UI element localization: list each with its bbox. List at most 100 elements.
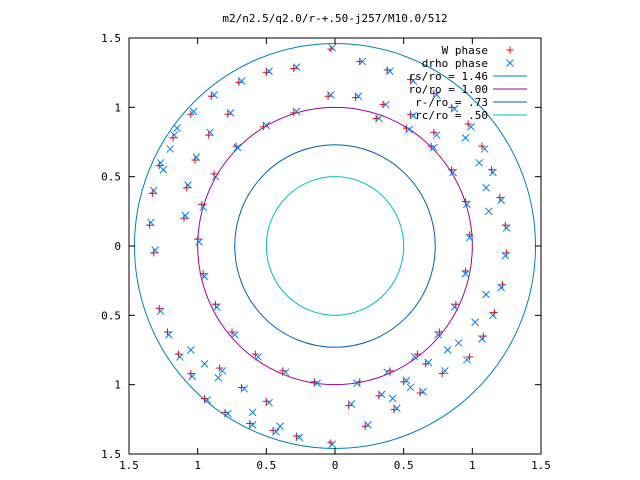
series-1-point (327, 90, 335, 99)
series-1-point (149, 186, 158, 195)
tick-layer: 1.5 1 0.5 0 0.5 1 1.51.510.500.511.5 (101, 32, 551, 472)
series-1-point (262, 121, 271, 130)
series-0-point (279, 367, 287, 375)
circle-1 (197, 106, 473, 386)
series-1-point (151, 246, 159, 255)
series-1-point (381, 100, 390, 109)
series-1-point (200, 272, 209, 281)
series-1-point (254, 353, 262, 361)
series-0-point (324, 92, 332, 100)
y-tick-label: 1 (114, 379, 121, 392)
series-0-point (488, 166, 496, 174)
series-0-point (361, 422, 369, 430)
series-1-point (248, 421, 257, 429)
series-1-point (354, 92, 363, 101)
series-1-point (358, 57, 367, 66)
series-0-point (174, 350, 182, 358)
series-1-point (292, 107, 301, 116)
series-1-point (353, 379, 361, 388)
series-1-point (186, 346, 195, 354)
series-0-point (262, 397, 270, 405)
series-1-point (482, 183, 490, 192)
series-0-point (310, 378, 318, 386)
series-1-point (218, 366, 227, 375)
series-1-point (443, 346, 452, 354)
series-1-point (450, 104, 459, 113)
series-0-point (407, 110, 415, 118)
series-0-point (155, 304, 163, 312)
series-1-point (480, 145, 489, 153)
series-0-point (479, 332, 487, 340)
x-tick-label: 1.5 (531, 459, 551, 472)
series-0-point (390, 406, 398, 414)
series-1-point (405, 125, 414, 134)
series-1-point (313, 379, 322, 388)
series-1-point (347, 400, 356, 408)
series-0-point (430, 89, 438, 97)
series-0-point (501, 221, 509, 229)
series-0-point (503, 249, 511, 257)
series-1-point (147, 218, 155, 227)
series-0-point (290, 109, 298, 117)
series-1-point (295, 433, 304, 442)
series-1-point (211, 172, 220, 181)
series-1-point (501, 251, 510, 260)
series-1-point (410, 353, 419, 361)
series-1-point (497, 196, 506, 205)
legend-label-series-1: drho phase (422, 57, 488, 70)
series-1-point (195, 237, 203, 246)
series-1-point (237, 77, 246, 85)
series-1-point (449, 168, 457, 177)
series-1-point (156, 158, 165, 167)
x-tick-label: 0.5 (394, 459, 414, 472)
series-1-point (192, 153, 201, 162)
series-1-point (224, 409, 232, 418)
series-1-point (432, 90, 441, 99)
x-tick-label: 0.5 (256, 459, 276, 472)
series-1-point (471, 318, 479, 327)
series-0-point (427, 142, 435, 150)
series-0-point (146, 221, 154, 229)
series-1-point (419, 387, 427, 396)
series-1-point (482, 290, 490, 299)
legend-label-circle-2: r-/ro = .73 (415, 96, 488, 109)
series-1-point (226, 109, 235, 117)
series-1-point (364, 421, 372, 429)
series-1-point (199, 203, 208, 212)
series-0-point (407, 76, 415, 84)
series-1-point (189, 107, 198, 116)
series-0-point (352, 94, 360, 102)
series-1-point (213, 303, 221, 311)
series-1-point (276, 422, 284, 431)
series-1-point (478, 335, 486, 343)
series-1-point (265, 398, 273, 407)
series-0-point (148, 189, 156, 197)
series-0-point (205, 131, 213, 139)
series-0-point (194, 235, 202, 243)
series-1-point (388, 394, 397, 403)
series-0-point (155, 162, 163, 170)
series-1-point (489, 311, 497, 320)
series-0-point (246, 419, 254, 427)
series-0-point (212, 300, 220, 308)
series-0-point (198, 200, 206, 208)
x-tick-label: 1.5 (119, 459, 139, 472)
series-1-point (240, 384, 249, 393)
series-1-point (402, 376, 411, 385)
y-tick-label: 0 (114, 240, 121, 253)
series-1-point (432, 131, 441, 139)
series-1-point (272, 427, 280, 436)
series-1-point (386, 67, 394, 76)
series-0-point (183, 184, 191, 192)
series-0-point (290, 65, 298, 73)
series-1-point (203, 396, 212, 404)
series-0-point (180, 214, 188, 222)
series-1-point (475, 158, 484, 167)
legend-marker-series-1 (506, 59, 514, 67)
series-0-point (490, 309, 498, 317)
series-1-point (497, 283, 506, 292)
series-0-point (199, 270, 207, 278)
x-tick-label: 1 (469, 459, 476, 472)
series-1-point (462, 200, 471, 209)
